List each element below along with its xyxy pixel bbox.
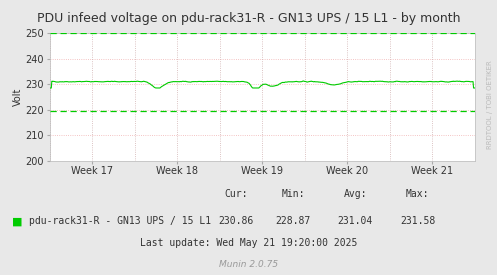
Text: 231.04: 231.04	[338, 216, 373, 226]
Text: Last update: Wed May 21 19:20:00 2025: Last update: Wed May 21 19:20:00 2025	[140, 238, 357, 248]
Text: Min:: Min:	[281, 189, 305, 199]
Text: PDU infeed voltage on pdu-rack31-R - GN13 UPS / 15 L1 - by month: PDU infeed voltage on pdu-rack31-R - GN1…	[37, 12, 460, 25]
Text: Max:: Max:	[406, 189, 429, 199]
Text: Munin 2.0.75: Munin 2.0.75	[219, 260, 278, 269]
Text: ■: ■	[12, 216, 23, 226]
Text: Avg:: Avg:	[343, 189, 367, 199]
Text: 228.87: 228.87	[276, 216, 311, 226]
Text: 231.58: 231.58	[400, 216, 435, 226]
Y-axis label: Volt: Volt	[13, 88, 23, 106]
Text: 230.86: 230.86	[219, 216, 253, 226]
Text: Cur:: Cur:	[224, 189, 248, 199]
Text: RRDTOOL / TOBI OETIKER: RRDTOOL / TOBI OETIKER	[487, 60, 493, 149]
Text: pdu-rack31-R - GN13 UPS / 15 L1: pdu-rack31-R - GN13 UPS / 15 L1	[29, 216, 211, 226]
